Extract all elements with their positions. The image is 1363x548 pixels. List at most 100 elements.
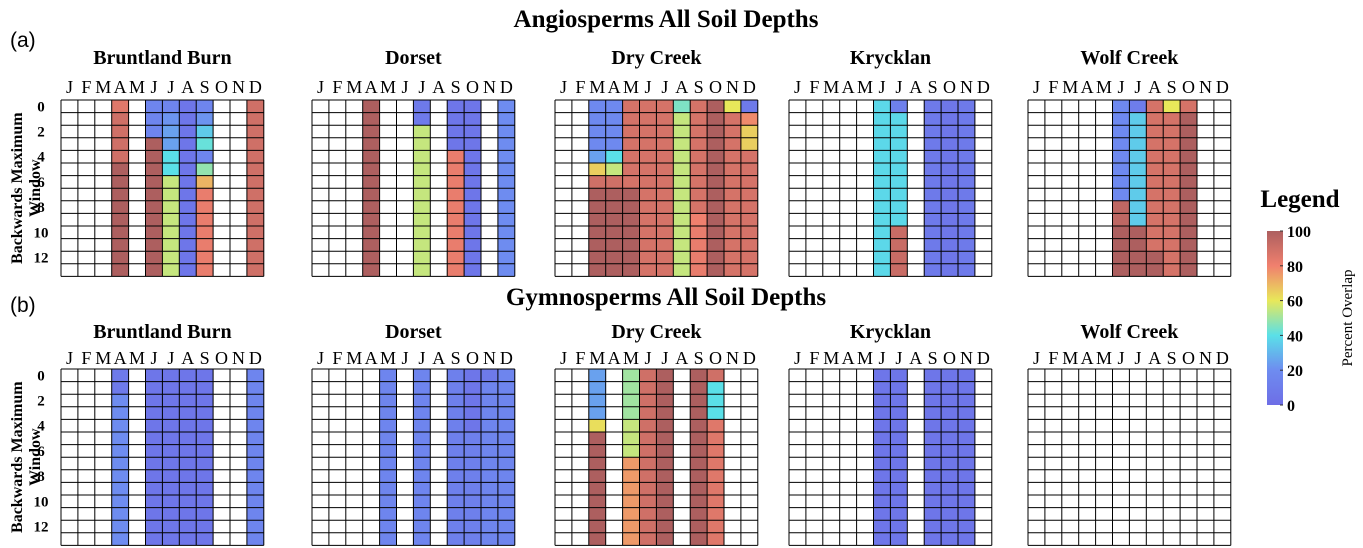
heatmap-cell xyxy=(740,251,758,264)
heatmap-cell xyxy=(890,381,908,395)
month-label: J xyxy=(1117,77,1124,97)
heatmap-cell xyxy=(413,163,431,176)
heatmap-cell xyxy=(447,532,465,546)
heatmap-cell xyxy=(588,495,606,508)
heatmap-cell xyxy=(890,520,908,533)
heatmap-cell xyxy=(447,419,465,432)
heatmap-cell xyxy=(958,188,975,201)
y-tick-label: 4 xyxy=(37,419,45,435)
heatmap-cell xyxy=(196,213,214,226)
month-label: O xyxy=(466,77,479,97)
heatmap-cell xyxy=(924,495,942,508)
heatmap-cell xyxy=(673,100,691,113)
month-label: J xyxy=(794,77,801,97)
heatmap-cell xyxy=(1112,163,1130,176)
month-label: J xyxy=(1134,348,1141,368)
heatmap-cell xyxy=(622,163,640,176)
legend-title: Legend xyxy=(1260,186,1339,213)
heatmap-cell xyxy=(673,226,691,239)
heatmap-cell xyxy=(1163,150,1181,163)
heatmap-cell xyxy=(1129,100,1147,113)
colorbar-label: Percent Overlap xyxy=(1340,269,1356,366)
heatmap-cell xyxy=(656,188,674,201)
month-label: F xyxy=(575,348,585,368)
month-label: M xyxy=(1096,77,1112,97)
heatmap-cell xyxy=(656,457,674,470)
heatmap-cell xyxy=(111,226,129,239)
heatmap-cell xyxy=(656,100,674,113)
heatmap-cell xyxy=(690,175,708,189)
heatmap-cell xyxy=(707,263,724,277)
heatmap-cell xyxy=(690,188,708,201)
heatmap-cell xyxy=(740,200,758,214)
heatmap-cell xyxy=(890,200,908,214)
heatmap-cell xyxy=(707,495,724,508)
heatmap-cell xyxy=(162,419,180,432)
heatmap-cell xyxy=(740,112,758,126)
heatmap-cell xyxy=(413,125,431,138)
heatmap-cell xyxy=(890,175,908,189)
heatmap-cell xyxy=(362,251,380,264)
heatmap-cell xyxy=(1129,137,1147,151)
heatmap-cell xyxy=(1129,251,1147,264)
heatmap-cell xyxy=(162,238,180,252)
heatmap-cell xyxy=(740,188,758,201)
heatmap-cell xyxy=(179,520,197,533)
month-label: J xyxy=(317,77,324,97)
heatmap-cell xyxy=(605,125,623,138)
heatmap-cell xyxy=(246,482,264,495)
month-label: M xyxy=(623,77,639,97)
heatmap-cell xyxy=(941,432,958,445)
heatmap-cell xyxy=(447,150,465,163)
heatmap-cell xyxy=(690,112,708,126)
heatmap-cell xyxy=(162,112,180,126)
heatmap-cell xyxy=(497,226,515,239)
month-label: O xyxy=(709,348,722,368)
heatmap-cell xyxy=(246,112,264,126)
heatmap-cell xyxy=(111,163,129,176)
heatmap-cell xyxy=(1180,112,1197,126)
heatmap-cell xyxy=(464,251,481,264)
heatmap-cell xyxy=(924,469,942,483)
heatmap-cell xyxy=(379,381,397,395)
heatmap-cell xyxy=(724,238,741,252)
heatmap-cell xyxy=(145,532,163,546)
heatmap-cell xyxy=(958,520,975,533)
heatmap-cell xyxy=(447,251,465,264)
month-label: F xyxy=(1048,348,1058,368)
heatmap-cell xyxy=(622,532,640,546)
heatmap-cell xyxy=(890,100,908,113)
heatmap-cell xyxy=(379,419,397,432)
heatmap-cell xyxy=(690,419,708,432)
heatmap-cell xyxy=(179,112,197,126)
month-label: J xyxy=(401,77,408,97)
heatmap-cell xyxy=(413,369,431,382)
heatmap-cell xyxy=(622,100,640,113)
heatmap-cell xyxy=(196,532,214,546)
heatmap-cell xyxy=(1112,263,1130,277)
heatmap-cell xyxy=(162,369,180,382)
heatmap-cell xyxy=(724,112,741,126)
month-label: N xyxy=(1199,348,1212,368)
heatmap-cell xyxy=(162,263,180,277)
heatmap-cell xyxy=(622,200,640,214)
heatmap-cell xyxy=(656,381,674,395)
heatmap-cell xyxy=(588,150,606,163)
panel-letter: (a) xyxy=(10,29,36,52)
heatmap-cell xyxy=(873,100,891,113)
heatmap-cell xyxy=(246,369,264,382)
heatmap-cell xyxy=(246,175,264,189)
y-tick-label: 6 xyxy=(37,444,45,460)
heatmap-cell xyxy=(941,419,958,432)
heatmap-cell xyxy=(464,238,481,252)
heatmap-cell xyxy=(924,520,942,533)
heatmap-cell xyxy=(246,457,264,470)
heatmap-cell xyxy=(1129,112,1147,126)
heatmap-cell xyxy=(111,175,129,189)
heatmap-cell xyxy=(924,238,942,252)
heatmap-cell xyxy=(873,112,891,126)
heatmap-cell xyxy=(622,394,640,407)
heatmap-cell xyxy=(724,200,741,214)
month-label: A xyxy=(1081,348,1094,368)
heatmap-cell xyxy=(890,369,908,382)
